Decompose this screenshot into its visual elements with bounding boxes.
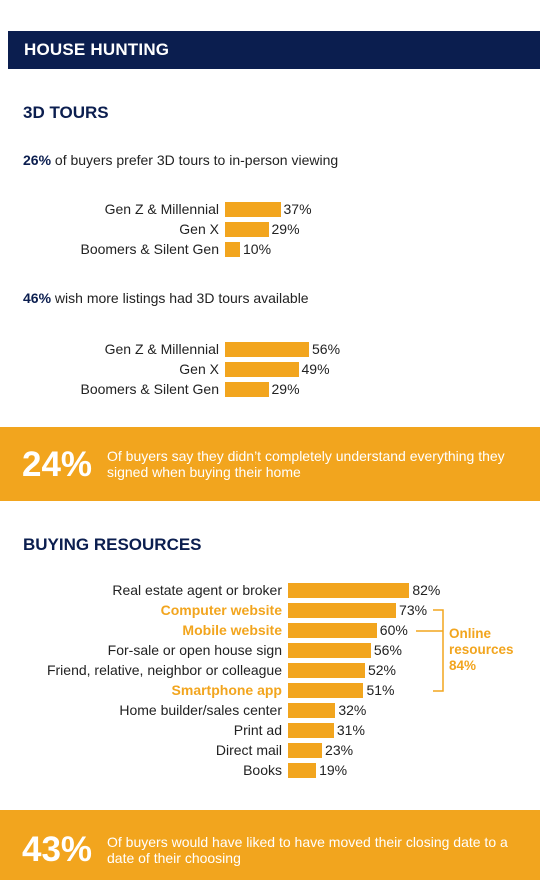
resources-value-0: 82% (412, 582, 441, 598)
tours-wish-bar-1 (225, 362, 299, 377)
resources-value-5: 51% (366, 682, 395, 698)
tours-stat-1-text: of buyers prefer 3D tours to in-person v… (51, 152, 339, 168)
resources-bar-8 (288, 743, 323, 758)
callout-understand: 24% Of buyers say they didn’t completely… (0, 427, 540, 501)
resources-label-9: Books (243, 762, 282, 778)
tours-prefer-value-2: 10% (243, 241, 272, 257)
resources-title: BUYING RESOURCES (23, 535, 202, 554)
tours-stat-2-text: wish more listings had 3D tours availabl… (51, 290, 309, 306)
tours-prefer-bar-0 (225, 202, 281, 217)
resources-label-7: Print ad (233, 722, 282, 738)
tours-stat-1-pct: 26% (23, 152, 52, 168)
tours-wish-label-1: Gen X (179, 361, 219, 377)
tours-prefer-bar-2 (225, 242, 240, 257)
callout-closing: 43% Of buyers would have liked to have m… (0, 810, 540, 880)
resources-value-4: 52% (367, 662, 396, 678)
resources-value-6: 32% (338, 702, 367, 718)
resources-value-7: 31% (336, 722, 365, 738)
online-resources-label: Online resources 84% (449, 626, 514, 673)
tours-wish-label-2: Boomers & Silent Gen (80, 381, 219, 397)
resources-label-1: Computer website (160, 602, 282, 618)
resources-bar-9 (288, 763, 317, 778)
tours-prefer-label-2: Boomers & Silent Gen (80, 241, 219, 257)
resources-label-8: Direct mail (215, 742, 282, 758)
bracket-line (433, 609, 444, 692)
tours-wish-bar-0 (225, 342, 309, 357)
tours-stat-2: 46% wish more listings had 3D tours avai… (23, 290, 309, 306)
resources-label-4: Friend, relative, neighbor or colleague (46, 662, 282, 678)
resources-bar-4 (288, 663, 365, 678)
resources-value-9: 19% (319, 762, 348, 778)
resources-value-3: 56% (373, 642, 402, 658)
callout-understand-text: Of buyers say they didn’t completely und… (107, 448, 505, 480)
resources-value-2: 60% (379, 622, 408, 638)
resources-label-3: For-sale or open house sign (107, 642, 282, 658)
resources-value-8: 23% (325, 742, 354, 758)
resources-bar-6 (288, 703, 336, 718)
resources-label-2: Mobile website (182, 622, 282, 638)
resources-bar-5 (288, 683, 364, 698)
tours-wish-value-2: 29% (271, 381, 300, 397)
resources-bar-0 (288, 583, 410, 598)
resources-label-0: Real estate agent or broker (112, 582, 282, 598)
tours-wish-bar-2 (225, 382, 269, 397)
tours-title: 3D TOURS (23, 103, 109, 122)
resources-label-5: Smartphone app (171, 682, 282, 698)
tours-prefer-bar-1 (225, 222, 269, 237)
callout-understand-pct: 24% (22, 445, 93, 484)
resources-value-1: 73% (399, 602, 428, 618)
tours-wish-value-0: 56% (312, 341, 341, 357)
tours-prefer-value-0: 37% (283, 201, 312, 217)
tours-prefer-label-1: Gen X (179, 221, 219, 237)
tours-prefer-label-0: Gen Z & Millennial (104, 201, 219, 217)
tours-wish-value-1: 49% (301, 361, 330, 377)
resources-bar-1 (288, 603, 397, 618)
resources-bar-2 (288, 623, 377, 638)
resources-label-6: Home builder/sales center (119, 702, 282, 718)
resources-bar-3 (288, 643, 371, 658)
resources-bar-7 (288, 723, 334, 738)
tours-stat-2-pct: 46% (23, 290, 52, 306)
callout-closing-pct: 43% (22, 830, 93, 869)
tours-prefer-value-1: 29% (271, 221, 300, 237)
section-header: HOUSE HUNTING (8, 31, 540, 69)
callout-closing-text: Of buyers would have liked to have moved… (107, 834, 508, 866)
tours-stat-1: 26% of buyers prefer 3D tours to in-pers… (23, 152, 338, 168)
tours-wish-label-0: Gen Z & Millennial (104, 341, 219, 357)
